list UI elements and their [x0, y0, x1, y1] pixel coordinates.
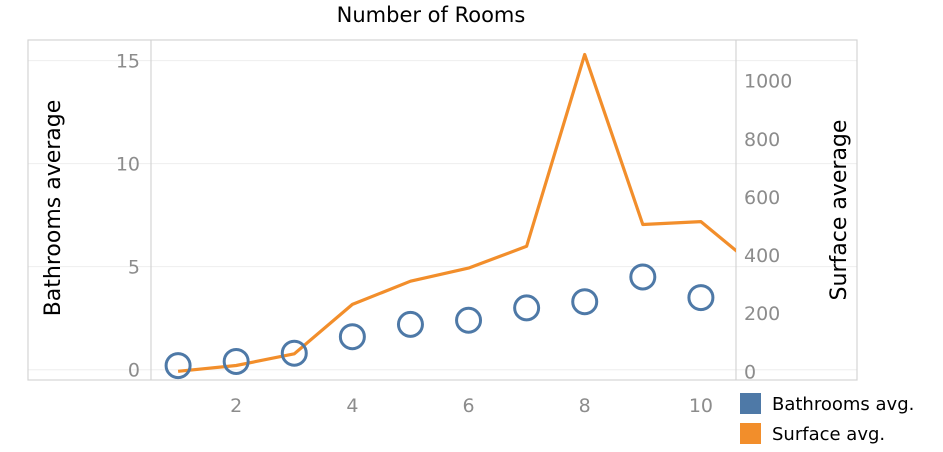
x-tick-label: 10	[689, 395, 713, 417]
y-tick-label: 15	[116, 51, 140, 73]
bathrooms-point	[222, 347, 250, 375]
bathrooms-point	[164, 352, 192, 380]
y-axis-ticks: 0 5 10 15	[116, 51, 140, 382]
y2-tick-label: 200	[744, 303, 780, 325]
bathrooms-point	[571, 288, 599, 316]
y2-axis-title: Surface average	[827, 120, 852, 301]
y-tick-label: 10	[116, 154, 140, 176]
x-tick-label: 8	[579, 395, 591, 417]
x-tick-label: 4	[346, 395, 358, 417]
legend-swatch-bathrooms	[740, 393, 761, 414]
y2-tick-label: 400	[744, 245, 780, 267]
chart-title: Number of Rooms	[337, 3, 526, 27]
legend-label-surface: Surface avg.	[772, 424, 885, 445]
y-tick-label: 5	[128, 257, 140, 279]
y-axis-title: Bathrooms average	[41, 100, 66, 317]
bathrooms-point	[513, 294, 541, 322]
surface-series	[177, 52, 736, 373]
bathrooms-point	[455, 306, 483, 334]
surface-line	[177, 52, 736, 373]
y-tick-label: 0	[128, 360, 140, 382]
y2-tick-label: 800	[744, 129, 780, 151]
x-tick-label: 6	[462, 395, 474, 417]
bathrooms-point	[396, 310, 424, 338]
y2-tick-label: 0	[744, 361, 756, 383]
legend-label-bathrooms: Bathrooms avg.	[772, 394, 914, 415]
y2-axis-ticks: 0 200 400 600 800 1000	[744, 71, 792, 384]
bathrooms-point	[629, 263, 657, 291]
bathrooms-series	[164, 263, 715, 380]
legend: Bathrooms avg. Surface avg.	[740, 393, 914, 445]
x-tick-label: 2	[230, 395, 242, 417]
x-axis-ticks: 2 4 6 8 10	[230, 395, 713, 417]
plot-frame	[27, 39, 858, 381]
y2-tick-label: 600	[744, 187, 780, 209]
gridlines	[28, 60, 857, 371]
bathrooms-point	[338, 323, 366, 351]
legend-swatch-surface	[740, 423, 761, 444]
bathrooms-point	[687, 284, 715, 312]
y2-tick-label: 1000	[744, 71, 792, 93]
bathrooms-point	[280, 339, 308, 367]
